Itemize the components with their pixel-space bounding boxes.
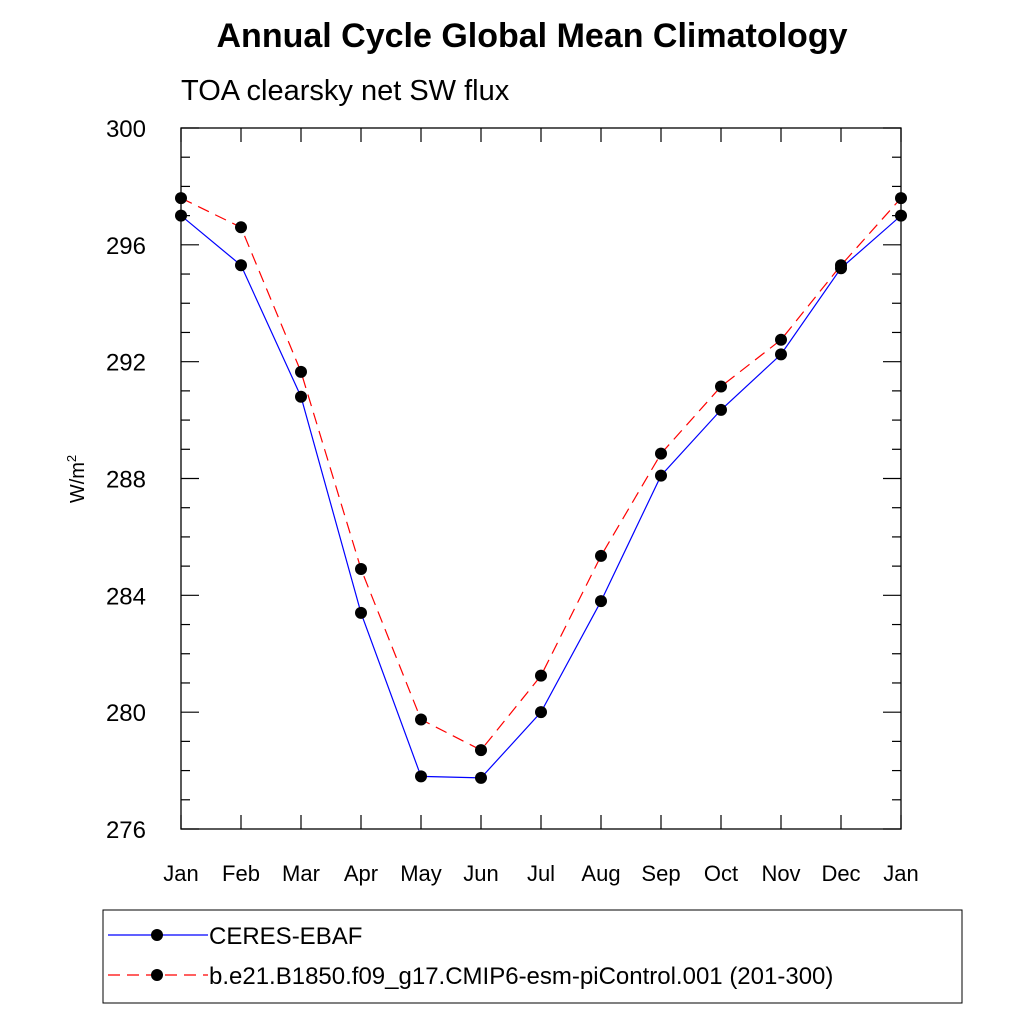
series-markers [175,192,907,784]
x-tick-label: Jun [463,861,498,886]
series-1-point [175,192,187,205]
series-1-point [415,713,427,726]
series-line-1 [180,197,902,751]
series-1-point [535,669,547,682]
series-1-point [895,192,907,205]
series-0-point [775,348,787,361]
series-0-point [655,469,667,482]
series-0-point [235,259,247,272]
x-tick-label: Jan [163,861,198,886]
chart-title: Annual Cycle Global Mean Climatology [217,17,848,55]
series-0-point [595,595,607,608]
legend-label-model: b.e21.B1850.f09_g17.CMIP6-esm-piControl.… [209,963,833,990]
series-0-point [535,706,547,719]
series-1-point [295,365,307,378]
x-tick-label: Oct [704,861,738,886]
series-1-point [595,549,607,562]
x-tick-label: May [400,861,442,886]
series-1-point [475,744,487,757]
y-axis-label-text: W/m [67,462,89,503]
legend-box [102,909,963,1004]
series-0-point [175,209,187,222]
legend-label-ceres: CERES-EBAF [209,923,362,950]
legend: CERES-EBAF b.e21.B1850.f09_g17.CMIP6-esm… [102,909,963,1004]
x-tick-labels: Jan Feb Mar Apr May Jun Jul Aug Sep Oct Nov Dec Jan [163,861,918,886]
x-tick-label: Dec [821,861,860,886]
series-0-point [355,606,367,619]
legend-marker-model [151,969,163,981]
y-tick-labels: 276 280 284 288 292 296 300 [106,116,146,844]
y-tick-label: 284 [106,583,146,610]
x-tick-label: Sep [641,861,680,886]
series-0-point [295,390,307,403]
y-tick-label: 288 [106,467,146,494]
series-0-point [895,209,907,222]
series-1-point [715,380,727,393]
series-lines [180,197,902,779]
series-1-point [655,447,667,460]
x-tick-label: Nov [761,861,800,886]
series-0-point [415,770,427,783]
y-tick-label: 300 [106,116,146,143]
plot-frame [180,127,902,830]
series-0-point [715,403,727,416]
x-tick-label: Jul [527,861,555,886]
axis-ticks [180,127,902,830]
series-line-0 [180,215,902,779]
y-tick-label: 276 [106,817,146,844]
series-1-point [835,259,847,272]
y-tick-label: 296 [106,233,146,260]
svg-text:W/m2: W/m2 [64,455,89,503]
legend-marker-ceres [151,929,163,941]
series-1-point [235,221,247,234]
x-tick-label: Aug [581,861,620,886]
chart-subtitle: TOA clearsky net SW flux [181,75,510,107]
x-tick-label: Mar [282,861,320,886]
y-tick-label: 280 [106,700,146,727]
x-tick-label: Jan [883,861,918,886]
y-axis-label-superscript: 2 [64,455,79,462]
series-1-point [775,333,787,346]
series-0-point [475,771,487,784]
x-tick-label: Apr [344,861,378,886]
y-tick-label: 292 [106,350,146,377]
series-1-point [355,563,367,576]
y-axis-label: W/m2 [64,455,89,503]
x-tick-label: Feb [222,861,260,886]
